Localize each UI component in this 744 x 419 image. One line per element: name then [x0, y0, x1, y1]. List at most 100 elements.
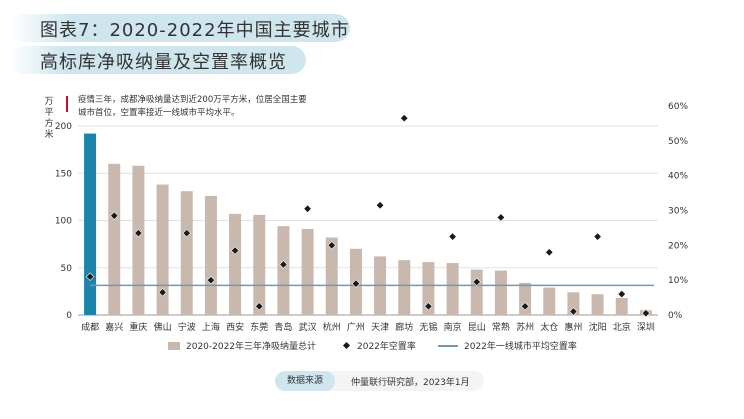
vacancy-point-嘉兴: [110, 211, 119, 220]
vacancy-point-上海: [206, 275, 216, 285]
bar-太仓: [543, 287, 556, 315]
bar-嘉兴: [108, 163, 121, 315]
title-bg-2: [10, 46, 306, 74]
category-label: 深圳: [637, 322, 655, 333]
legend-label-absorption: 2020-2022年三年净吸纳量总计: [186, 342, 317, 352]
bar-重庆: [132, 165, 145, 315]
legend-item-absorption: 2020-2022年三年净吸纳量总计: [168, 339, 316, 352]
vacancy-point-杭州: [327, 241, 336, 250]
vacancy-point-廊坊: [400, 113, 409, 123]
legend-swatch-diamond: [342, 341, 351, 350]
legend-label-vacancy: 2022年空置率: [357, 342, 416, 352]
right-tick-label: 0%: [668, 311, 683, 321]
bar-青岛: [277, 226, 290, 315]
left-axis-label-char: 米: [44, 128, 53, 140]
category-label: 常熟: [492, 321, 510, 333]
category-label: 杭州: [323, 321, 341, 333]
category-label: 惠州: [564, 321, 582, 333]
legend-item-avg: 2022年一线城市平均空置率: [438, 339, 577, 352]
chart-title-line2: 高标库净吸纳量及空置率概览: [40, 52, 287, 73]
vacancy-point-深圳: [641, 309, 651, 318]
bar-成都: [84, 133, 97, 315]
category-label: 北京: [613, 321, 631, 333]
vacancy-point-太仓: [545, 248, 554, 257]
bar-常熟: [494, 270, 507, 315]
category-label: 佛山: [154, 321, 172, 333]
bar-宁波: [180, 191, 193, 315]
vacancy-point-西安: [230, 246, 240, 255]
category-label: 廊坊: [395, 321, 413, 333]
gridlines: [78, 125, 658, 316]
left-axis-label-char: 平: [44, 107, 53, 118]
vacancy-point-南京: [448, 232, 457, 241]
bar-廊坊: [398, 260, 411, 315]
bar-series: [84, 133, 652, 315]
category-label: 青岛: [274, 321, 292, 333]
vacancy-point-佛山: [158, 288, 167, 297]
source-label: 数据来源: [275, 371, 336, 391]
vacancy-point-惠州: [569, 307, 578, 316]
vacancy-point-青岛: [279, 260, 288, 269]
vacancy-point-常熟: [496, 213, 506, 222]
vacancy-point-东莞: [255, 302, 264, 311]
left-axis-label-char: 万: [44, 97, 53, 107]
right-tick-label: 50%: [668, 137, 688, 147]
left-axis-label: 万平方米: [44, 97, 53, 140]
category-label: 西安: [226, 321, 244, 333]
bar-东莞: [253, 214, 266, 315]
bar-武汉: [301, 229, 314, 315]
left-tick-label: 0: [66, 311, 72, 321]
left-axis-ticks: 0 50 100 150 200: [55, 122, 72, 321]
category-labels: 成都 嘉兴 重庆 佛山 宁波 上海 西安 东莞 青岛 武汉 杭州 广州 天津 廊坊 无锡 南京 昆山 常熟 苏州 太仓…: [81, 321, 655, 333]
title-bg-1: [10, 14, 350, 42]
legend-swatch-bar: [168, 341, 180, 350]
source-text: 仲量联行研究部，2023年1月: [351, 377, 470, 388]
bar-惠州: [567, 292, 580, 315]
category-label: 南京: [444, 321, 462, 333]
category-label: 嘉兴: [105, 321, 123, 333]
vacancy-point-广州: [351, 279, 361, 288]
left-tick-label: 100: [55, 217, 72, 227]
vacancy-point-无锡: [424, 302, 433, 311]
right-tick-label: 30%: [668, 207, 688, 217]
bar-杭州: [325, 237, 338, 315]
category-label: 沈阳: [589, 321, 607, 333]
chart-annotation: 疫情三年，成都净吸纳量达到近200万平方米，位居全国主要城市首位，空置率接近一线…: [78, 95, 307, 118]
category-label: 太仓: [540, 321, 558, 333]
legend-item-vacancy: 2022年空置率: [342, 339, 416, 352]
bar-沈阳: [591, 294, 604, 315]
vacancy-point-宁波: [182, 228, 191, 238]
category-label: 上海: [202, 321, 220, 333]
vacancy-markers: [85, 113, 651, 318]
category-label: 昆山: [468, 322, 486, 333]
vacancy-point-武汉: [303, 204, 312, 213]
vacancy-point-昆山: [472, 277, 481, 287]
vacancy-point-沈阳: [593, 232, 602, 241]
category-label: 宁波: [178, 321, 196, 333]
vacancy-point-天津: [375, 201, 385, 210]
bar-上海: [204, 195, 217, 315]
category-label: 广州: [347, 321, 365, 333]
bar-佛山: [156, 184, 169, 315]
vacancy-point-北京: [617, 289, 626, 299]
vacancy-point-苏州: [520, 302, 530, 311]
left-tick-label: 200: [55, 122, 72, 132]
category-label: 天津: [371, 322, 389, 333]
legend-swatch-line: [438, 344, 458, 347]
left-tick-label: 150: [55, 169, 72, 179]
category-label: 武汉: [299, 321, 317, 333]
right-tick-label: 60%: [668, 102, 688, 112]
chart-title-line1: 图表7：2020-2022年中国主要城市: [40, 20, 350, 41]
chart-svg: 0 50 100 150 200 0% 10% 20% 30% 40% 50% 60% 成都 嘉兴 重庆…: [44, 97, 688, 333]
bar-无锡: [422, 262, 435, 315]
left-axis-label-char: 方: [44, 117, 53, 129]
vacancy-point-成都: [85, 272, 95, 281]
right-axis-ticks: 0% 10% 20% 30% 40% 50% 60%: [668, 102, 688, 321]
legend-label-avg: 2022年一线城市平均空置率: [464, 342, 577, 352]
category-label: 苏州: [516, 321, 534, 333]
category-label: 无锡: [419, 322, 437, 333]
vacancy-point-重庆: [134, 228, 143, 238]
category-label: 重庆: [129, 321, 147, 333]
category-label: 成都: [81, 321, 99, 333]
right-tick-label: 20%: [668, 241, 688, 251]
